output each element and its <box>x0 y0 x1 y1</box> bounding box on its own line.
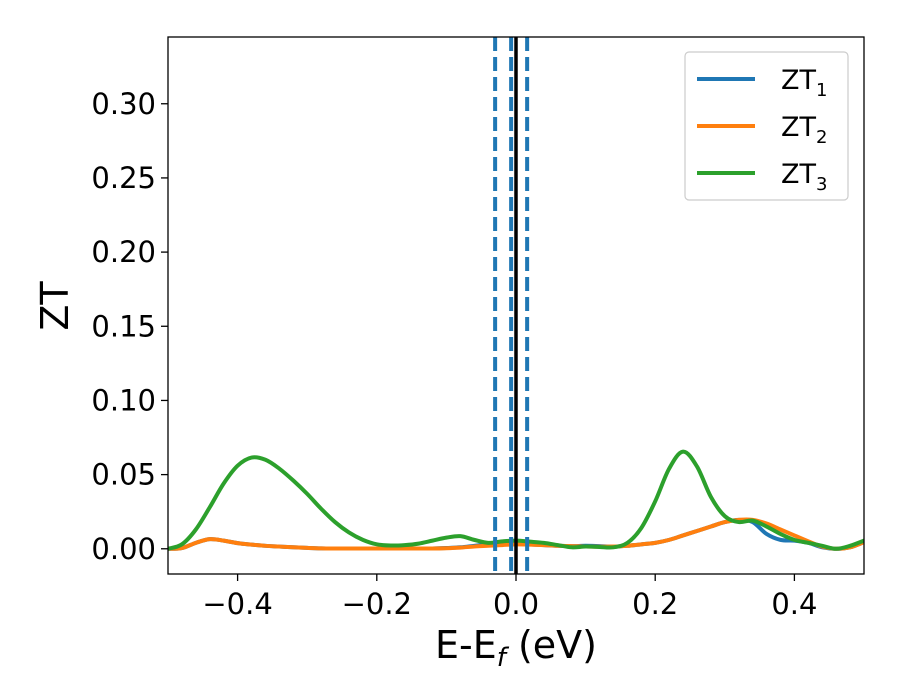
plot-data-layer <box>168 37 864 574</box>
y-tick-label: 0.05 <box>91 458 156 492</box>
y-tick-label: 0.25 <box>91 161 156 195</box>
legend-label-zt3: ZT3 <box>781 159 827 195</box>
x-tick-label: 0.4 <box>771 587 817 621</box>
y-axis: 0.00 0.05 0.10 0.15 0.20 0.25 0.30 <box>91 87 168 566</box>
x-axis-label: E-Ef (eV) <box>435 623 597 673</box>
x-tick-label: 0.2 <box>632 587 678 621</box>
y-tick-label: 0.10 <box>91 383 156 417</box>
y-tick-label: 0.00 <box>91 532 156 566</box>
legend-label-zt2: ZT2 <box>781 112 827 148</box>
x-axis: −0.4 −0.2 0.0 0.2 0.4 <box>202 574 817 621</box>
y-axis-label: ZT <box>33 281 77 331</box>
legend-box <box>684 51 849 201</box>
y-tick-label: 0.20 <box>91 235 156 269</box>
y-tick-label: 0.15 <box>91 309 156 343</box>
y-tick-label: 0.30 <box>91 87 156 121</box>
legend: ZT1 ZT2 ZT3 <box>684 51 849 201</box>
x-tick-label: −0.2 <box>342 587 412 621</box>
x-tick-label: −0.4 <box>202 587 272 621</box>
x-tick-label: 0.0 <box>493 587 539 621</box>
legend-label-zt1: ZT1 <box>781 65 827 101</box>
